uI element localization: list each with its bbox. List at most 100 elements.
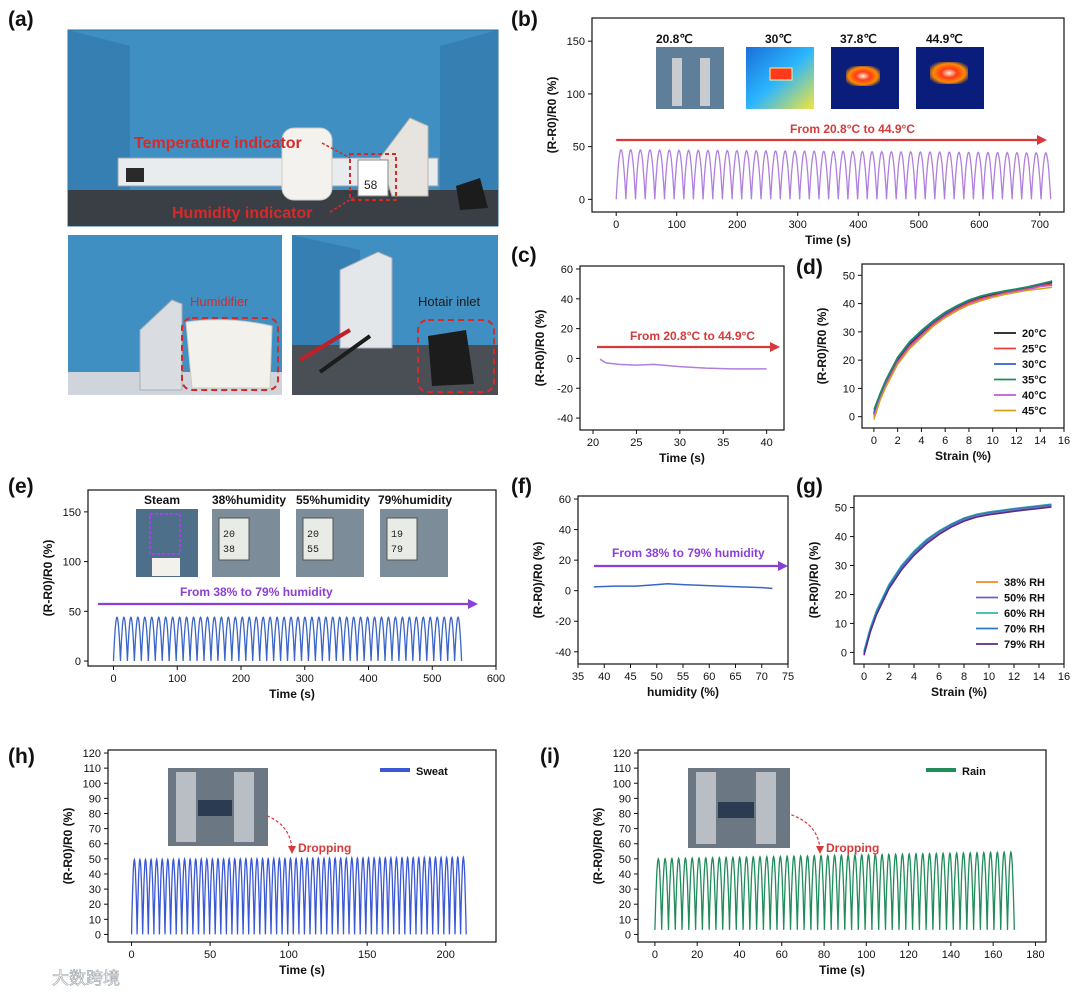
y-tick-label: 60 xyxy=(561,264,573,276)
x-tick-label: 0 xyxy=(613,219,619,231)
x-tick-label: 14 xyxy=(1033,671,1045,683)
plot-frame-f xyxy=(577,495,789,665)
x-tick-label: 75 xyxy=(782,671,794,683)
y-tick-label: 70 xyxy=(619,824,631,836)
x-tick-label: 80 xyxy=(818,949,830,961)
y-tick-label: 10 xyxy=(843,383,855,395)
y-axis-label-c: (R-R0)/R0 (%) xyxy=(533,310,547,387)
x-tick-label: 160 xyxy=(984,949,1002,961)
x-axis-label-i: Time (s) xyxy=(819,963,865,977)
x-tick-label: 200 xyxy=(728,219,746,231)
series-line-g-70-rh xyxy=(863,503,1052,653)
plot-frame-e xyxy=(87,489,497,667)
x-tick-label: 40 xyxy=(733,949,745,961)
x-tick-label: 700 xyxy=(1031,219,1049,231)
plot-frame-d xyxy=(861,263,1065,429)
chart-i: 0 20 40 60 80 100 120 140 160 180 0 10 20 30 40 50 60 70 8… xyxy=(591,748,1047,977)
x-tick-label: 60 xyxy=(703,671,715,683)
y-tick-label: 0 xyxy=(625,929,631,941)
inset-e-reading-79b: 79 xyxy=(391,545,403,556)
x-tick-label: 600 xyxy=(970,219,988,231)
inset-h-photo xyxy=(168,768,268,846)
range-arrow-label: From 38% to 79% humidity xyxy=(612,546,765,560)
y-tick-label: -40 xyxy=(555,647,571,659)
x-tick-label: 100 xyxy=(279,949,297,961)
y-tick-label: 120 xyxy=(83,748,101,760)
y-tick-label: 100 xyxy=(63,557,81,569)
inset-e-label-4: 79%humidity xyxy=(378,493,452,507)
y-tick-label: 120 xyxy=(613,748,631,760)
x-tick-label: 120 xyxy=(899,949,917,961)
humidity-indicator-label: Humidity indicator xyxy=(172,205,312,222)
range-arrow-label: From 20.8°C to 44.9°C xyxy=(630,329,755,343)
x-tick-label: 2 xyxy=(886,671,892,683)
inset-e-reading-38b: 38 xyxy=(223,545,235,556)
x-tick-label: 4 xyxy=(918,435,924,447)
x-tick-label: 14 xyxy=(1034,435,1046,447)
panel-label-d: (d) xyxy=(796,256,823,279)
legend-label: 60% RH xyxy=(1004,608,1045,620)
x-tick-label: 25 xyxy=(630,437,642,449)
y-tick-label: 150 xyxy=(567,36,585,48)
panel-label-b: (b) xyxy=(511,8,538,31)
legend-label: 20°C xyxy=(1022,328,1047,340)
y-tick-label: 40 xyxy=(835,532,847,544)
y-tick-label: 10 xyxy=(619,914,631,926)
range-arrow-label: From 38% to 79% humidity xyxy=(180,585,333,599)
x-axis-label-f: humidity (%) xyxy=(647,685,719,699)
chart-f: 35 40 45 50 55 60 65 70 75 -40 -20 0 20 40 60 humidity … xyxy=(531,494,794,699)
x-tick-label: 300 xyxy=(789,219,807,231)
y-tick-label: 60 xyxy=(619,839,631,851)
x-tick-label: 200 xyxy=(437,949,455,961)
panel-label-c: (c) xyxy=(511,244,537,267)
y-axis-label-f: (R-R0)/R0 (%) xyxy=(531,542,545,619)
x-tick-label: 10 xyxy=(983,671,995,683)
series-line-e-0 xyxy=(112,616,463,662)
panel-label-g: (g) xyxy=(796,475,823,498)
x-tick-label: 40 xyxy=(598,671,610,683)
x-axis-label-c: Time (s) xyxy=(659,451,705,465)
x-tick-label: 65 xyxy=(729,671,741,683)
y-axis-label-i: (R-R0)/R0 (%) xyxy=(591,808,605,885)
watermark: 大数跨境 xyxy=(52,969,120,988)
y-tick-label: 40 xyxy=(843,299,855,311)
plot-frame-c xyxy=(579,265,785,431)
y-tick-label: 0 xyxy=(567,353,573,365)
panel-label-i: (i) xyxy=(540,745,560,768)
hotair-inlet-label: Hotair inlet xyxy=(418,294,481,309)
y-tick-label: 10 xyxy=(835,618,847,630)
x-tick-label: 20 xyxy=(587,437,599,449)
x-axis-label-b: Time (s) xyxy=(805,233,851,247)
y-tick-label: 40 xyxy=(559,525,571,537)
y-tick-label: 50 xyxy=(69,606,81,618)
series-line-i-rain xyxy=(654,850,1015,930)
x-tick-label: 60 xyxy=(776,949,788,961)
y-tick-label: 50 xyxy=(619,854,631,866)
legend-label: 30°C xyxy=(1022,359,1047,371)
y-axis-label-e: (R-R0)/R0 (%) xyxy=(41,540,55,617)
x-axis-label-h: Time (s) xyxy=(279,963,325,977)
x-tick-label: 2 xyxy=(895,435,901,447)
series-line-h-sweat xyxy=(130,855,467,935)
y-tick-label: 70 xyxy=(89,824,101,836)
x-tick-label: 70 xyxy=(756,671,768,683)
legend-label: 50% RH xyxy=(1004,593,1045,605)
series-line-g-79-rh xyxy=(863,506,1052,656)
y-axis-label-g: (R-R0)/R0 (%) xyxy=(807,542,821,619)
x-tick-label: 16 xyxy=(1058,435,1070,447)
y-tick-label: 60 xyxy=(89,839,101,851)
inset-b-photo xyxy=(656,47,724,109)
legend-label: 40°C xyxy=(1022,390,1047,402)
x-tick-label: 55 xyxy=(677,671,689,683)
x-tick-label: 10 xyxy=(987,435,999,447)
x-tick-label: 0 xyxy=(871,435,877,447)
x-tick-label: 400 xyxy=(849,219,867,231)
y-tick-label: 20 xyxy=(89,899,101,911)
humidifier-label: Humidifier xyxy=(190,294,249,309)
inset-b-label-3: 37.8℃ xyxy=(840,32,877,46)
y-tick-label: -40 xyxy=(557,413,573,425)
x-tick-label: 180 xyxy=(1026,949,1044,961)
x-tick-label: 12 xyxy=(1010,435,1022,447)
y-axis-label-h: (R-R0)/R0 (%) xyxy=(61,808,75,885)
